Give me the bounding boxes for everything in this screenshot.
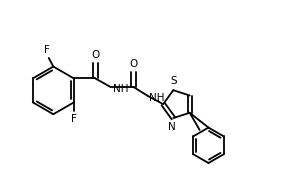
Text: S: S	[170, 76, 177, 86]
Text: O: O	[130, 59, 138, 69]
Text: F: F	[71, 114, 77, 124]
Text: NH: NH	[149, 93, 165, 103]
Text: F: F	[44, 45, 50, 55]
Text: N: N	[168, 122, 176, 132]
Text: NH: NH	[113, 84, 129, 94]
Text: O: O	[91, 50, 99, 60]
